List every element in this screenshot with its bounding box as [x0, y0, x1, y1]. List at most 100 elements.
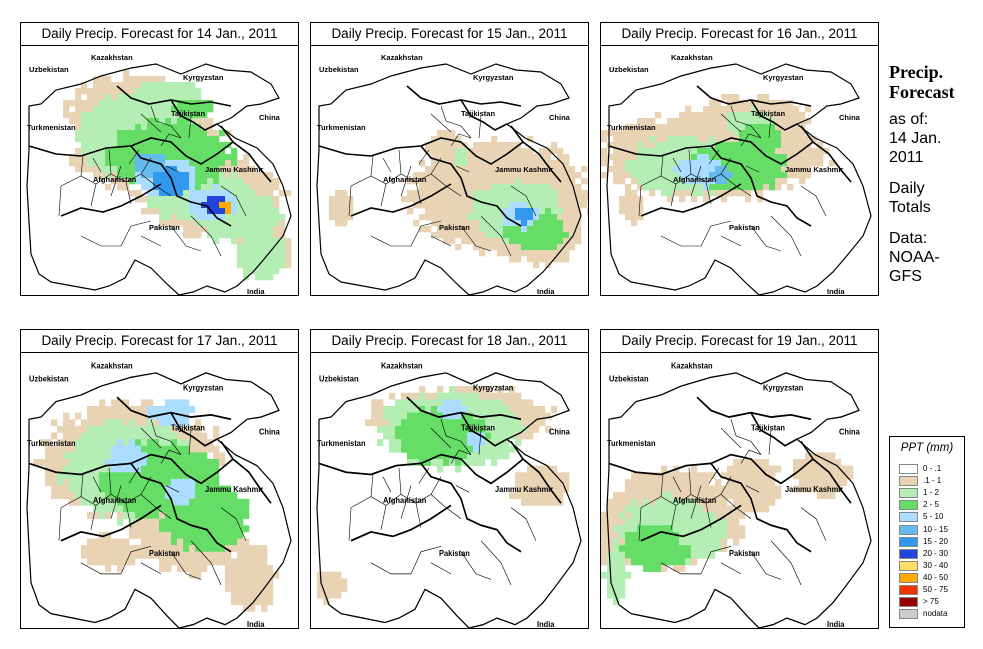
province-border — [672, 133, 762, 173]
precip-cell — [757, 178, 764, 185]
precip-cell — [201, 184, 208, 191]
precip-cell — [473, 184, 480, 191]
precip-cell — [569, 244, 576, 251]
precip-cell — [637, 160, 644, 167]
precip-cell — [443, 439, 450, 447]
precip-cell — [661, 124, 668, 131]
precip-cell — [527, 136, 534, 143]
precip-cell — [183, 226, 190, 233]
precip-cell — [213, 545, 220, 553]
precip-cell — [751, 498, 758, 506]
precip-cell — [123, 166, 130, 173]
precip-cell — [105, 459, 112, 466]
precip-cell — [497, 452, 504, 460]
precip-cell — [733, 525, 740, 533]
precip-cell — [715, 118, 722, 125]
precip-cell — [75, 136, 82, 143]
country-border — [640, 504, 742, 542]
precip-cell — [63, 452, 70, 460]
precip-cell — [515, 412, 522, 420]
precip-cell — [51, 478, 58, 486]
precip-cell — [237, 538, 244, 546]
precip-cell — [165, 208, 172, 215]
precip-cell — [425, 208, 432, 215]
precip-cell — [267, 578, 274, 586]
precip-cell — [515, 432, 522, 440]
province-border — [58, 157, 172, 217]
precip-cell — [153, 465, 160, 473]
precip-cell — [661, 166, 668, 173]
precip-cell — [147, 172, 154, 179]
precip-cell — [667, 538, 674, 546]
precip-cell — [177, 412, 184, 420]
precip-cell — [189, 531, 196, 539]
precip-cell — [171, 196, 178, 203]
precip-cell — [473, 172, 480, 179]
precip-cell — [691, 112, 698, 119]
precip-cell — [485, 148, 492, 155]
precip-cell — [455, 392, 462, 400]
precip-cell — [153, 178, 160, 185]
precip-cell — [757, 124, 764, 131]
precip-cell — [805, 148, 812, 155]
precip-cell — [213, 498, 220, 506]
precip-cell — [521, 498, 528, 506]
precip-cell — [509, 196, 516, 203]
precip-cell — [703, 178, 710, 185]
precip-cell — [485, 392, 492, 400]
precip-cell — [673, 118, 680, 125]
legend-swatch — [899, 500, 918, 511]
precip-cell — [105, 412, 112, 420]
precip-cell — [533, 498, 540, 506]
precip-cell — [745, 166, 752, 173]
precip-cell — [341, 220, 348, 227]
precip-cell — [123, 399, 130, 407]
precip-cell — [619, 154, 626, 161]
precip-cell — [141, 82, 148, 89]
precip-cell — [425, 452, 432, 460]
precip-cell — [81, 118, 88, 125]
precip-cell — [679, 551, 686, 559]
precip-cell — [545, 202, 552, 209]
precip-cell — [569, 226, 576, 233]
precip-cell — [93, 172, 100, 179]
precip-cell — [613, 571, 620, 579]
precip-cell — [201, 472, 208, 480]
precip-cell — [129, 478, 136, 486]
precip-cell — [413, 196, 420, 203]
precip-cell — [539, 492, 546, 500]
precip-cell — [775, 485, 782, 493]
precip-cell — [533, 256, 540, 263]
panel-title: Daily Precip. Forecast for 16 Jan., 2011 — [601, 23, 878, 46]
precip-cell — [613, 505, 620, 513]
precip-cell — [763, 112, 770, 119]
precip-cell — [413, 399, 420, 407]
province-border — [430, 419, 482, 455]
precip-cell — [533, 190, 540, 197]
precip-cell — [721, 148, 728, 155]
precip-cell — [159, 136, 166, 143]
precip-cell — [497, 196, 504, 203]
precip-cell — [727, 130, 734, 137]
precip-cell — [317, 578, 324, 586]
precip-cell — [811, 136, 818, 143]
precip-cell — [237, 184, 244, 191]
precip-cell — [153, 551, 160, 559]
precip-cell — [449, 399, 456, 407]
precip-cell — [237, 525, 244, 533]
precip-cell — [99, 118, 106, 125]
precip-cell — [823, 459, 830, 466]
precip-cell — [625, 190, 632, 197]
precip-cell — [99, 148, 106, 155]
precip-cell — [793, 106, 800, 113]
precip-cell — [261, 591, 268, 599]
map-label-afghanistan: Afghanistan — [383, 175, 427, 184]
precip-cell — [569, 208, 576, 215]
precip-cell — [213, 512, 220, 519]
precip-cell — [195, 178, 202, 185]
precip-cell — [165, 459, 172, 466]
precip-cell — [697, 130, 704, 137]
precip-cell — [703, 531, 710, 539]
precip-cell — [661, 565, 668, 572]
precip-cell — [727, 190, 734, 197]
